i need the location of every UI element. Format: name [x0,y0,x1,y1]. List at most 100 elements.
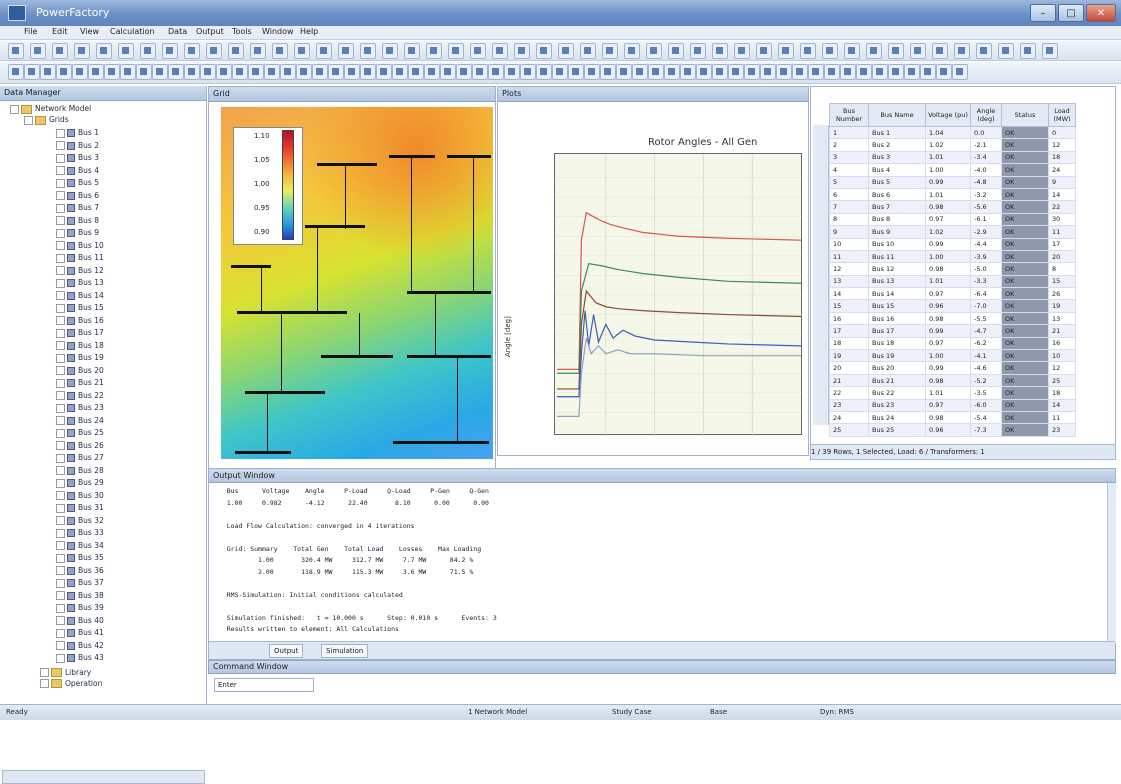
expand-icon[interactable] [56,153,65,163]
expand-icon[interactable] [56,241,65,250]
toolbar-button[interactable] [776,64,792,80]
toolbar-button[interactable] [824,64,840,80]
expand-icon[interactable] [56,591,65,600]
toolbar-button[interactable] [118,43,134,59]
toolbar-button[interactable] [696,64,712,80]
table-row[interactable]: 13 Bus 13 1.01 -3.3 OK 15 [829,274,1076,289]
tree-item[interactable]: Network Model [0,104,91,115]
toolbar-button[interactable] [904,64,920,80]
column-header[interactable]: Bus Name [868,103,926,127]
expand-icon[interactable] [56,616,65,625]
line[interactable] [457,357,458,441]
tree-item[interactable]: Bus 29 [0,478,104,489]
toolbar-button[interactable] [840,64,856,80]
tree-item[interactable]: Bus 15 [0,303,104,314]
tree-item[interactable]: Bus 25 [0,428,104,439]
busbar[interactable] [447,155,491,158]
toolbar-button[interactable] [932,43,948,59]
toolbar-button[interactable] [96,43,112,59]
tree-item[interactable]: Grids [0,115,69,126]
toolbar-button[interactable] [488,64,504,80]
toolbar-button[interactable] [408,64,424,80]
line[interactable] [317,227,318,311]
toolbar-button[interactable] [392,64,408,80]
column-header[interactable]: Angle (deg) [970,103,1002,127]
expand-icon[interactable] [56,441,65,450]
toolbar-button[interactable] [296,64,312,80]
busbar[interactable] [231,265,271,268]
expand-icon[interactable] [56,366,65,375]
expand-icon[interactable] [40,668,49,677]
toolbar-button[interactable] [52,43,68,59]
tree-item[interactable]: Bus 32 [0,516,104,527]
toolbar-button[interactable] [514,43,530,59]
toolbar-button[interactable] [200,64,216,80]
toolbar-button[interactable] [584,64,600,80]
expand-icon[interactable] [56,403,65,413]
series-line-0[interactable] [557,211,802,370]
busbar[interactable] [393,441,489,444]
toolbar-button[interactable] [88,64,104,80]
tree-item[interactable]: Bus 8 [0,216,99,227]
table-row[interactable]: 9 Bus 9 1.02 -2.9 OK 11 [829,225,1076,239]
tree-item[interactable]: Bus 36 [0,566,104,577]
expand-icon[interactable] [56,516,65,525]
menu-output[interactable]: Output [196,27,224,36]
plot-tab[interactable]: Plots [498,87,808,102]
toolbar-button[interactable] [8,64,24,80]
minimize-button[interactable]: – [1030,4,1056,22]
maximize-button[interactable]: □ [1058,4,1084,22]
toolbar-button[interactable] [56,64,72,80]
toolbar-button[interactable] [120,64,136,80]
line[interactable] [281,313,282,391]
tree-item[interactable]: Bus 2 [0,141,99,152]
tree-item[interactable]: Library [0,668,91,679]
tree-item[interactable]: Bus 12 [0,266,104,277]
toolbar-button[interactable] [1020,43,1036,59]
table-row[interactable]: 1 Bus 1 1.04 0.0 OK 0 [829,125,1076,140]
expand-icon[interactable] [56,391,65,400]
toolbar-button[interactable] [632,64,648,80]
tree-item[interactable]: Bus 27 [0,453,104,464]
toolbar-button[interactable] [734,43,750,59]
toolbar-button[interactable] [602,43,618,59]
expand-icon[interactable] [56,478,65,488]
column-header[interactable]: Bus Number [829,103,869,127]
tree-item[interactable]: Bus 37 [0,578,104,589]
table-row[interactable]: 2 Bus 2 1.02 -2.1 OK 12 [829,138,1076,152]
expand-icon[interactable] [56,178,65,188]
expand-icon[interactable] [56,466,65,475]
expand-icon[interactable] [56,353,65,363]
expand-icon[interactable] [56,653,65,663]
tree-item[interactable]: Bus 26 [0,441,104,452]
toolbar-button[interactable] [866,43,882,59]
toolbar-button[interactable] [360,43,376,59]
toolbar-button[interactable] [338,43,354,59]
menu-tools[interactable]: Tools [232,27,252,36]
tree-item[interactable]: Bus 20 [0,366,104,377]
toolbar-button[interactable] [504,64,520,80]
table-row[interactable]: 6 Bus 6 1.01 -3.2 OK 14 [829,187,1076,202]
toolbar-button[interactable] [856,64,872,80]
toolbar-button[interactable] [232,64,248,80]
toolbar-button[interactable] [954,43,970,59]
expand-icon[interactable] [56,603,65,613]
tree-item[interactable]: Bus 11 [0,253,104,264]
expand-icon[interactable] [10,104,19,114]
toolbar-button[interactable] [888,43,904,59]
toolbar-button[interactable] [30,43,46,59]
table-row[interactable]: 21 Bus 21 0.98 -5.2 OK 25 [829,373,1076,388]
toolbar-button[interactable] [470,43,486,59]
toolbar-button[interactable] [104,64,120,80]
toolbar-button[interactable] [492,43,508,59]
tree-item[interactable]: Bus 43 [0,653,104,664]
tree-item[interactable]: Bus 18 [0,341,104,352]
toolbar-button[interactable] [800,43,816,59]
toolbar-button[interactable] [792,64,808,80]
toolbar-button[interactable] [600,64,616,80]
tree-item[interactable]: Bus 13 [0,278,104,289]
toolbar-button[interactable] [580,43,596,59]
tree-item[interactable]: Bus 38 [0,591,104,602]
tree-item[interactable]: Bus 23 [0,403,104,414]
menu-edit[interactable]: Edit [52,27,68,36]
